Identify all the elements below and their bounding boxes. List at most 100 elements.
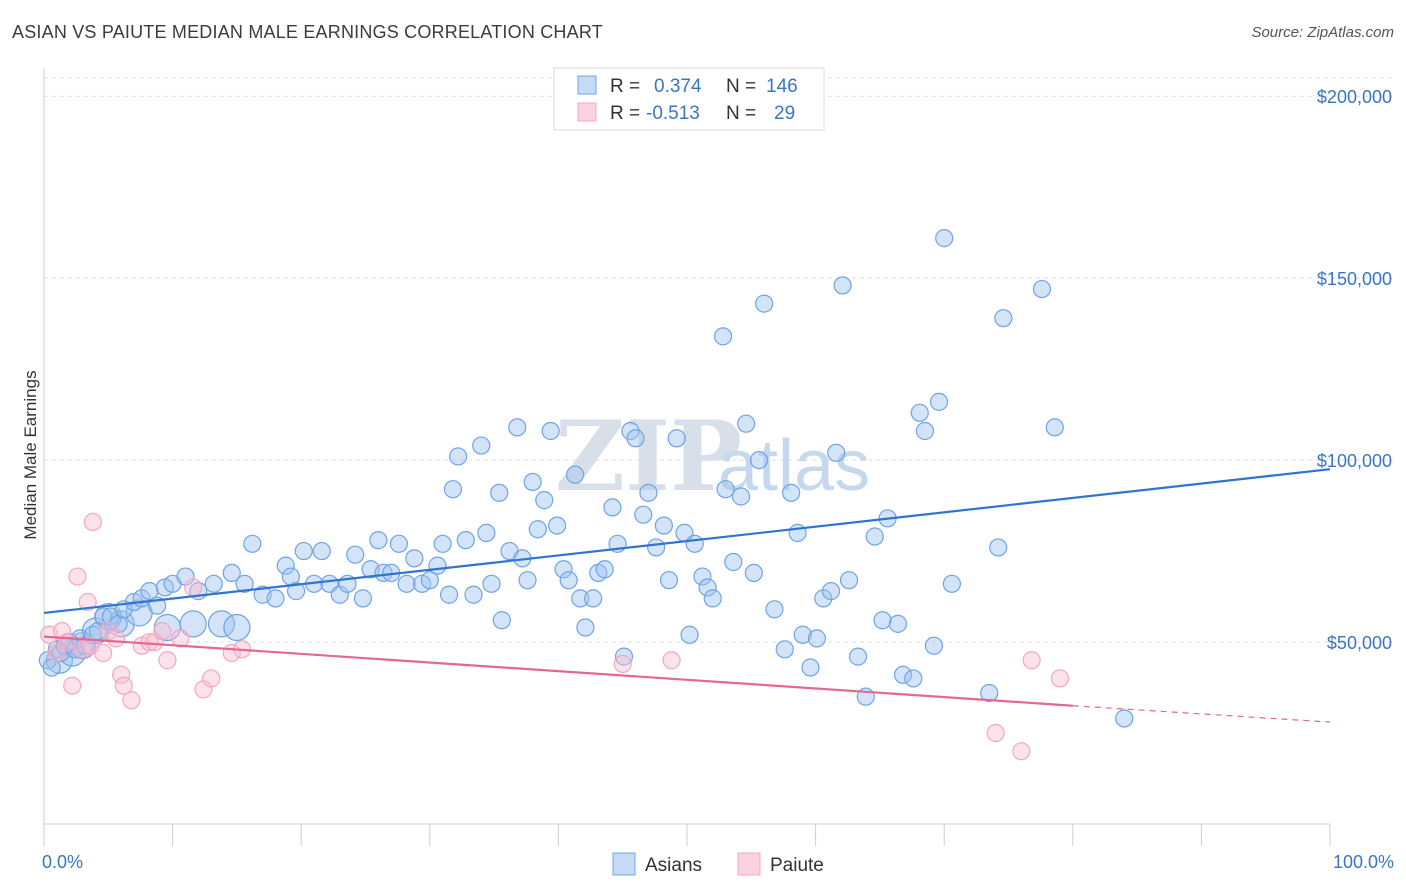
point-paiute-12	[106, 629, 126, 648]
point-asians-42	[374, 563, 393, 583]
point-asians-53	[448, 447, 468, 466]
point-asians-125	[924, 636, 944, 655]
point-asians-117	[865, 527, 884, 546]
point-asians-85	[647, 538, 666, 557]
point-asians-94	[703, 589, 722, 608]
point-asians-132	[1032, 279, 1052, 299]
point-asians-83	[634, 505, 653, 524]
legend-swatch-paiute	[577, 102, 597, 122]
point-asians-55	[464, 585, 483, 604]
y-tick-label-1: $100,000	[1317, 451, 1392, 471]
series-asians	[38, 229, 1134, 728]
point-asians-108	[801, 658, 820, 677]
point-asians-101	[749, 450, 769, 470]
chart-source: Source: ZipAtlas.com	[1251, 24, 1394, 41]
point-asians-86	[654, 516, 673, 535]
point-asians-126	[929, 392, 949, 411]
point-asians-64	[518, 571, 537, 590]
trend-line-dashed-paiute	[1072, 705, 1331, 723]
point-paiute-29	[986, 723, 1005, 743]
legend-r-label-paiute: R =	[610, 103, 640, 124]
point-asians-90	[680, 625, 699, 644]
point-asians-77	[595, 560, 614, 579]
data-points	[38, 229, 1134, 761]
point-asians-29	[276, 556, 295, 575]
point-asians-114	[839, 571, 859, 590]
x-tick-label-1: 100.0%	[1333, 852, 1394, 872]
point-asians-17	[140, 582, 159, 601]
point-asians-120	[888, 614, 908, 633]
y-axis-title: Median Male Earnings	[21, 370, 40, 539]
point-asians-98	[731, 487, 751, 506]
point-asians-121	[893, 665, 913, 684]
point-asians-41	[369, 531, 388, 550]
point-asians-24	[222, 563, 241, 583]
point-asians-97	[724, 552, 743, 572]
legend-n-value-asians: 146	[766, 76, 798, 97]
point-asians-99	[737, 414, 756, 433]
point-asians-74	[576, 618, 595, 637]
trend-line-paiute	[43, 635, 1073, 707]
point-asians-65	[523, 472, 542, 492]
point-asians-large-5	[179, 610, 207, 638]
point-asians-113	[833, 276, 852, 295]
point-asians-112	[827, 443, 846, 462]
point-paiute-31	[1022, 651, 1041, 670]
point-asians-70	[554, 560, 573, 579]
point-asians-68	[541, 421, 560, 441]
point-asians-133	[1045, 418, 1064, 437]
point-asians-102	[755, 294, 774, 313]
point-asians-57	[477, 523, 496, 542]
point-paiute-11	[99, 622, 118, 641]
point-asians-38	[346, 545, 365, 564]
point-asians-6	[65, 640, 84, 659]
point-asians-31	[286, 582, 306, 601]
point-asians-103	[765, 600, 784, 619]
point-paiute-15	[122, 691, 141, 710]
point-paiute-4	[63, 676, 82, 695]
point-asians-72	[566, 465, 585, 484]
point-asians-100	[744, 563, 763, 583]
point-asians-50	[433, 534, 452, 553]
point-asians-96	[716, 480, 735, 499]
point-asians-28	[266, 589, 285, 608]
point-paiute-28	[662, 651, 681, 670]
point-asians-25	[235, 574, 254, 593]
point-asians-large-7	[223, 613, 251, 642]
point-asians-131	[994, 309, 1013, 328]
point-asians-49	[428, 556, 447, 575]
point-asians-130	[989, 538, 1008, 557]
bottom-legend-label-paiute: Paiute	[770, 855, 824, 876]
legend-box	[553, 67, 825, 131]
bottom-legend: Asians Paiute	[612, 852, 824, 876]
point-paiute-32	[1050, 669, 1070, 688]
point-asians-88	[667, 429, 686, 448]
point-asians-105	[782, 483, 801, 502]
watermark-zip: ZIP	[555, 400, 742, 513]
legend-r-value-paiute: -0.513	[646, 103, 700, 124]
point-paiute-19	[153, 622, 172, 641]
point-asians-134	[1115, 709, 1134, 728]
point-asians-66	[528, 520, 547, 539]
point-asians-124	[915, 421, 935, 441]
y-tick-label-0: $50,000	[1327, 633, 1392, 653]
point-asians-128	[942, 574, 962, 593]
point-asians-122	[904, 669, 923, 688]
point-paiute-3	[58, 632, 77, 652]
point-asians-23	[204, 574, 223, 593]
point-asians-58	[482, 574, 501, 593]
axes	[43, 68, 1331, 846]
point-paiute-14	[114, 676, 133, 695]
point-paiute-27	[613, 654, 632, 673]
point-asians-78	[603, 498, 622, 517]
bottom-legend-swatch-asians	[612, 852, 636, 876]
point-paiute-30	[1012, 742, 1031, 761]
point-asians-80	[614, 647, 634, 666]
point-paiute-9	[83, 512, 102, 532]
point-asians-45	[397, 574, 416, 593]
point-asians-91	[685, 534, 704, 553]
legend-r-value-asians: 0.374	[654, 76, 702, 97]
point-asians-62	[508, 418, 527, 437]
point-asians-39	[353, 589, 373, 608]
legend: R = 0.374 N = 146 R = -0.513 N = 29	[553, 67, 825, 131]
